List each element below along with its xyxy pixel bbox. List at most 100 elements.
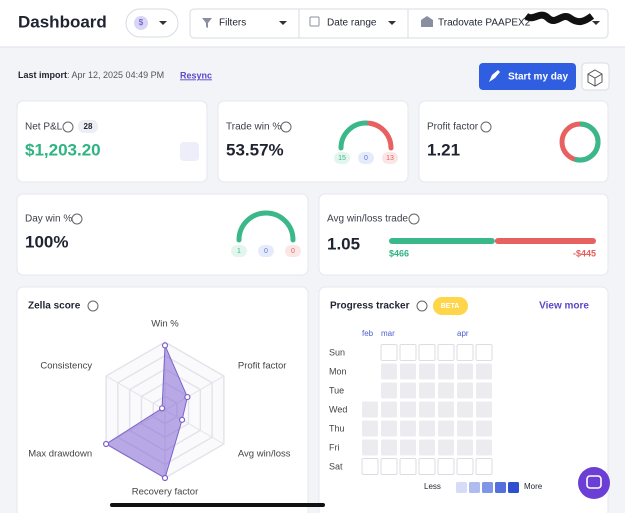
day-cell: [419, 420, 435, 437]
day-cell: [476, 401, 492, 418]
trade-win-value: 53.57%: [226, 140, 284, 159]
stat-label: Day win %: [25, 214, 72, 225]
count-losses: 13: [386, 155, 394, 162]
info-icon: [87, 300, 99, 312]
caret: [279, 21, 287, 25]
radar-point: [103, 440, 110, 448]
home-indicator: [110, 503, 325, 507]
filter-bar: [189, 8, 609, 39]
day-cell: [419, 439, 435, 456]
count-pill: [231, 245, 247, 257]
legend-more: More: [524, 482, 543, 491]
stat-label: Avg win/loss trade: [327, 214, 408, 225]
redaction: [523, 11, 595, 26]
count-pill: [334, 152, 350, 164]
day-cell: [400, 439, 416, 456]
legend-swatch: [456, 482, 467, 493]
day-cell: [362, 401, 378, 418]
account-label: Tradovate PAAPEX2: [438, 18, 531, 29]
info-icon: [280, 121, 292, 133]
avg-loss: -$445: [573, 248, 596, 258]
gauge-loss: [367, 120, 394, 151]
import-time: : Apr 12, 2025 04:49 PM: [67, 70, 164, 80]
currency-select[interactable]: [125, 8, 179, 38]
start-day-button[interactable]: [479, 63, 576, 90]
stat-label: Profit factor: [427, 122, 479, 133]
details-button[interactable]: [180, 142, 199, 161]
day-cell: [381, 363, 397, 380]
date-range-label: Date range: [327, 18, 377, 29]
day-cell: [381, 401, 397, 418]
gauge-win: [236, 210, 296, 243]
day-cell: [475, 458, 493, 475]
currency-icon: [134, 16, 148, 30]
day-label: Thu: [329, 423, 345, 433]
day-cell: [400, 382, 416, 399]
start-day-label: Start my day: [508, 72, 568, 83]
radar-point: [161, 342, 169, 349]
gauge-win: [338, 120, 371, 151]
day-cell: [418, 458, 436, 475]
day-label: Sun: [329, 347, 345, 357]
legend-swatch: [508, 482, 519, 493]
count-breakeven: 0: [264, 248, 268, 255]
day-cell: [381, 382, 397, 399]
month-label: feb: [362, 329, 374, 338]
day-label: Sat: [329, 461, 343, 471]
cube-button[interactable]: [581, 62, 610, 91]
day-cell: [400, 363, 416, 380]
cube-icon: [587, 69, 603, 87]
count-badge: [78, 120, 98, 133]
count-breakeven: 0: [364, 155, 368, 162]
day-win-value: 100%: [25, 232, 68, 251]
day-label: Fri: [329, 442, 340, 452]
radar-label: Recovery factor: [132, 487, 199, 498]
day-cell: [476, 363, 492, 380]
day-cell: [399, 344, 417, 361]
legend-less: Less: [424, 482, 441, 491]
day-cell: [362, 420, 378, 437]
info-icon: [62, 121, 74, 133]
day-cell: [380, 344, 398, 361]
day-cell: [437, 458, 455, 475]
filters-label: Filters: [219, 18, 246, 29]
legend-swatch: [495, 482, 506, 493]
caret: [159, 21, 167, 25]
day-cell: [457, 382, 473, 399]
day-cell: [400, 401, 416, 418]
import-status: Last import: Apr 12, 2025 04:49 PM: [18, 70, 164, 80]
page-title: Dashboard: [18, 12, 107, 31]
resync-link[interactable]: Resync: [180, 70, 212, 80]
profit-factor-card: [418, 100, 609, 183]
legend-swatch: [469, 482, 480, 493]
chat-icon: [586, 475, 602, 489]
radar-point: [178, 416, 186, 423]
day-cell: [419, 363, 435, 380]
day-cell: [437, 344, 455, 361]
radar-point: [184, 393, 191, 401]
day-cell: [456, 344, 474, 361]
radar-label: Win %: [151, 319, 179, 330]
chat-button[interactable]: [578, 467, 610, 499]
avg-loss-bar: [494, 238, 596, 244]
day-cell: [400, 420, 416, 437]
progress-card: [318, 286, 609, 513]
import-label: Last import: [18, 70, 67, 80]
caret: [592, 21, 600, 25]
account-icon: [421, 16, 433, 27]
view-more-link[interactable]: View more: [539, 301, 589, 312]
zella-title: Zella score: [28, 301, 81, 312]
radar-spoke: [105, 375, 166, 411]
day-cell: [362, 439, 378, 456]
month-label: mar: [381, 329, 395, 338]
day-cell: [438, 439, 454, 456]
legend-swatch: [482, 482, 493, 493]
day-cell: [457, 363, 473, 380]
count-wins: 1: [237, 248, 241, 255]
avg-ratio-value: 1.05: [327, 234, 360, 253]
net-pnl-value: $1,203.20: [25, 140, 101, 159]
day-cell: [457, 439, 473, 456]
month-label: apr: [457, 329, 469, 338]
count-pill: [358, 152, 374, 164]
radar-label: Profit factor: [238, 361, 287, 372]
